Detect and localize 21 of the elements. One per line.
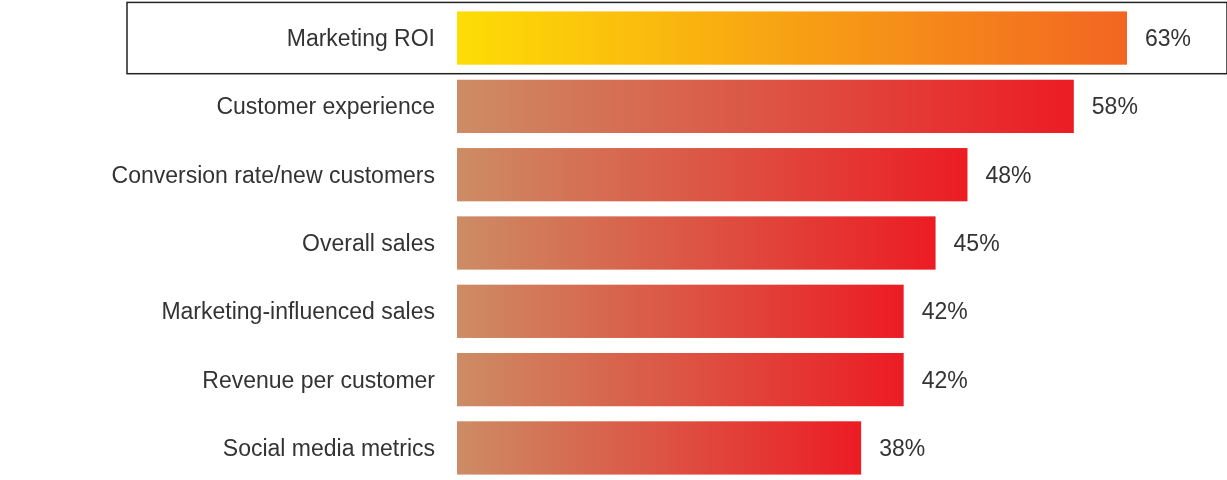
y-tick-label: Marketing-influenced sales xyxy=(161,298,435,325)
bar xyxy=(457,284,904,338)
data-label: 58% xyxy=(1091,93,1138,120)
y-tick-label: Customer experience xyxy=(216,93,435,120)
bar xyxy=(457,352,904,407)
data-label: 38% xyxy=(879,434,926,461)
data-label: 42% xyxy=(921,298,968,325)
y-tick-label: Conversion rate/new customers xyxy=(111,161,435,188)
data-label: 63% xyxy=(1145,25,1192,52)
y-tick-label: Revenue per customer xyxy=(202,366,436,393)
bar xyxy=(457,421,862,475)
data-label: 48% xyxy=(985,161,1032,188)
bar xyxy=(457,11,1127,65)
y-tick-label: Marketing ROI xyxy=(286,25,435,52)
y-tick-label: Overall sales xyxy=(302,230,435,257)
y-tick-label: Social media metrics xyxy=(222,434,435,461)
bar xyxy=(457,148,968,202)
bar xyxy=(457,79,1074,134)
data-label: 45% xyxy=(953,230,1000,257)
bar xyxy=(457,216,936,270)
data-label: 42% xyxy=(921,366,968,393)
